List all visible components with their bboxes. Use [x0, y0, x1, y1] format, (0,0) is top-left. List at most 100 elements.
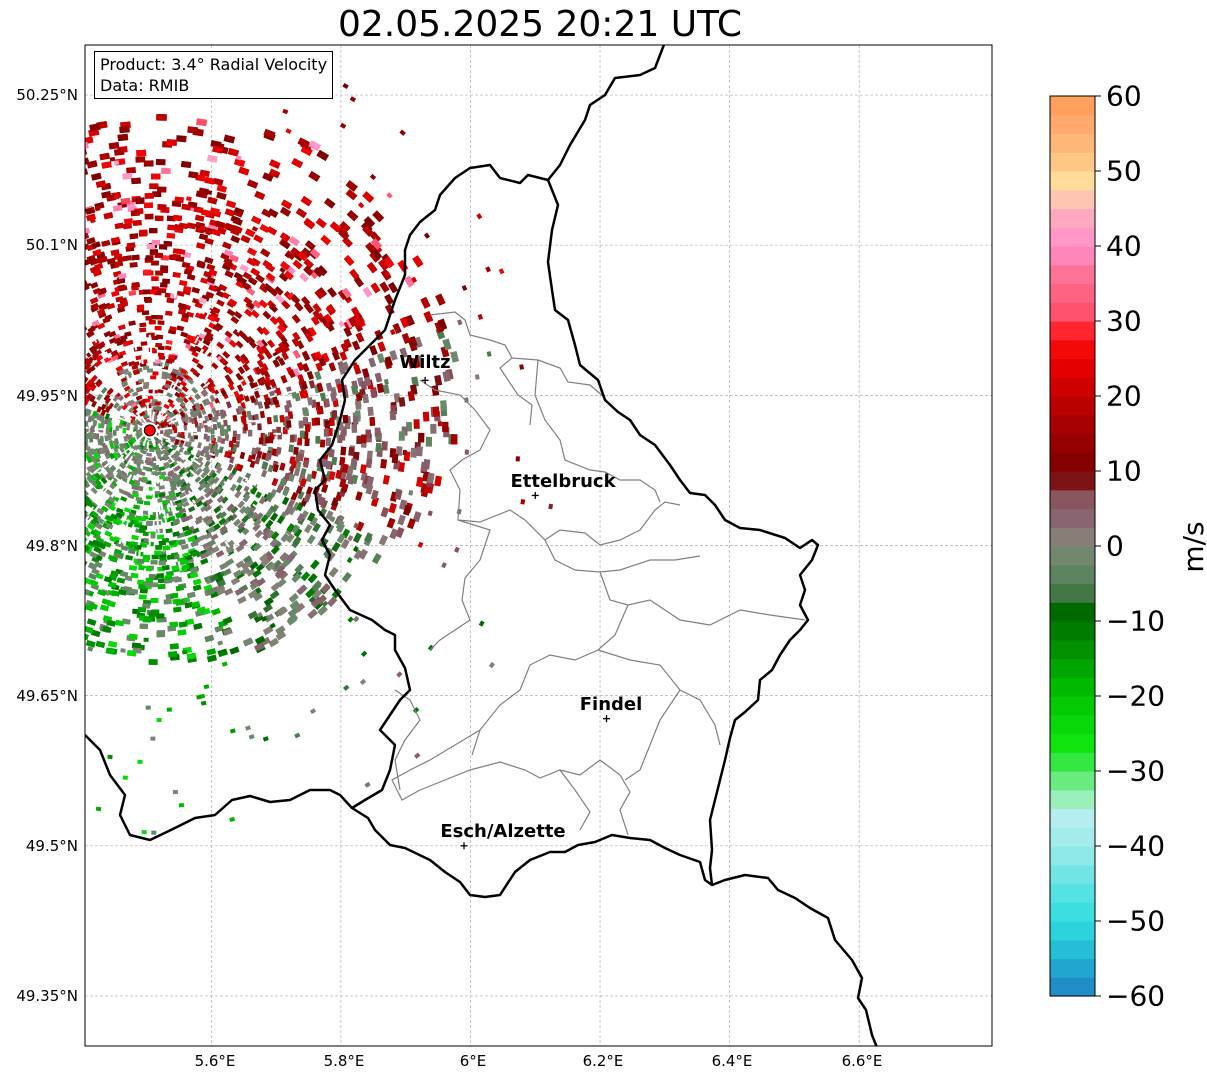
echo-pixel — [197, 495, 205, 503]
echo-pixel — [308, 379, 316, 389]
echo-pixel — [316, 149, 329, 161]
echo-pixel — [241, 417, 247, 425]
echo-pixel — [216, 299, 225, 307]
echo-pixel — [199, 169, 210, 178]
echo-pixel — [9, 270, 19, 280]
echo-pixel — [34, 486, 41, 494]
echo-pixel — [310, 315, 320, 326]
echo-pixel — [348, 447, 355, 456]
echo-pixel — [253, 592, 263, 602]
echo-pixel — [206, 648, 217, 656]
echo-pixel — [13, 462, 19, 470]
echo-pixel — [157, 534, 165, 540]
echo-pixel — [33, 421, 38, 428]
echo-pixel — [97, 589, 107, 597]
echo-pixel — [70, 472, 77, 480]
echo-pixel — [23, 524, 31, 533]
echo-pixel — [64, 474, 71, 482]
echo-pixel — [14, 447, 19, 455]
echo-pixel — [74, 525, 82, 533]
echo-pixel — [3, 408, 9, 416]
echo-pixel — [138, 565, 146, 571]
echo-pixel — [43, 527, 51, 536]
echo-pixel — [55, 527, 63, 535]
echo-pixel — [33, 299, 42, 308]
echo-pixel — [0, 373, 1, 382]
echo-pixel — [275, 625, 286, 635]
echo-pixel — [6, 408, 12, 416]
echo-pixel — [33, 326, 41, 335]
echo-pixel — [50, 225, 60, 234]
echo-pixel — [33, 319, 42, 328]
echo-pixel — [261, 326, 270, 336]
echo-pixel — [46, 300, 55, 309]
echo-pixel — [246, 247, 257, 257]
echo-pixel — [374, 372, 383, 383]
echo-pixel — [11, 507, 19, 516]
echo-pixel — [26, 441, 31, 448]
echo-pixel — [70, 604, 80, 612]
echo-pixel — [168, 402, 175, 409]
echo-pixel — [225, 200, 237, 209]
echo-pixel — [46, 463, 52, 471]
echo-pixel — [91, 319, 100, 327]
echo-pixel — [100, 386, 108, 394]
echo-pixel — [41, 457, 47, 465]
echo-pixel — [85, 555, 86, 564]
echo-pixel — [32, 283, 42, 292]
echo-pixel — [191, 386, 198, 394]
echo-pixel — [73, 222, 83, 230]
echo-pixel — [1, 445, 6, 453]
echo-pixel — [405, 314, 415, 327]
echo-pixel — [95, 640, 106, 649]
echo-pixel — [44, 205, 55, 214]
echo-pixel — [9, 473, 16, 481]
echo-pixel — [21, 482, 28, 491]
echo-pixel — [64, 470, 71, 478]
echo-pixel — [59, 479, 66, 487]
echo-pixel — [260, 469, 268, 478]
echo-pixel — [50, 302, 59, 311]
echo-pixel — [271, 477, 279, 487]
echo-pixel — [45, 440, 50, 447]
echo-pixel — [27, 471, 34, 479]
echo-pixel — [187, 506, 196, 513]
echo-pixel — [2, 410, 8, 418]
echo-pixel — [67, 501, 75, 509]
echo-pixel — [18, 277, 28, 286]
echo-pixel — [216, 184, 228, 193]
echo-pixel — [44, 315, 53, 324]
echo-pixel — [88, 432, 93, 439]
echo-pixel — [351, 385, 359, 395]
echo-pixel — [182, 501, 190, 508]
echo-pixel — [101, 161, 112, 169]
echo-pixel — [249, 395, 256, 404]
echo-pixel — [131, 364, 139, 370]
echo-pixel — [248, 429, 253, 437]
echo-pixel — [317, 406, 324, 415]
echo-pixel — [68, 266, 77, 274]
echo-pixel — [34, 591, 44, 600]
echo-pixel — [382, 384, 390, 395]
echo-pixel — [162, 565, 170, 571]
echo-pixel — [12, 506, 20, 515]
echo-pixel — [132, 219, 142, 226]
echo-pixel — [41, 307, 50, 316]
echo-pixel — [49, 351, 57, 359]
echo-pixel — [194, 476, 202, 484]
echo-pixel — [0, 472, 2, 481]
echo-pixel — [425, 436, 433, 447]
echo-pixel — [23, 375, 30, 383]
echo-pixel — [210, 533, 219, 541]
echo-pixel — [24, 511, 32, 520]
echo-pixel — [3, 554, 12, 564]
echo-pixel — [76, 466, 82, 473]
echo-pixel — [92, 353, 100, 361]
echo-pixel — [28, 354, 36, 363]
echo-pixel — [140, 341, 148, 346]
echo-pixel — [11, 359, 19, 368]
echo-pixel — [62, 420, 67, 427]
echo-pixel — [33, 520, 41, 529]
echo-pixel — [57, 433, 61, 440]
